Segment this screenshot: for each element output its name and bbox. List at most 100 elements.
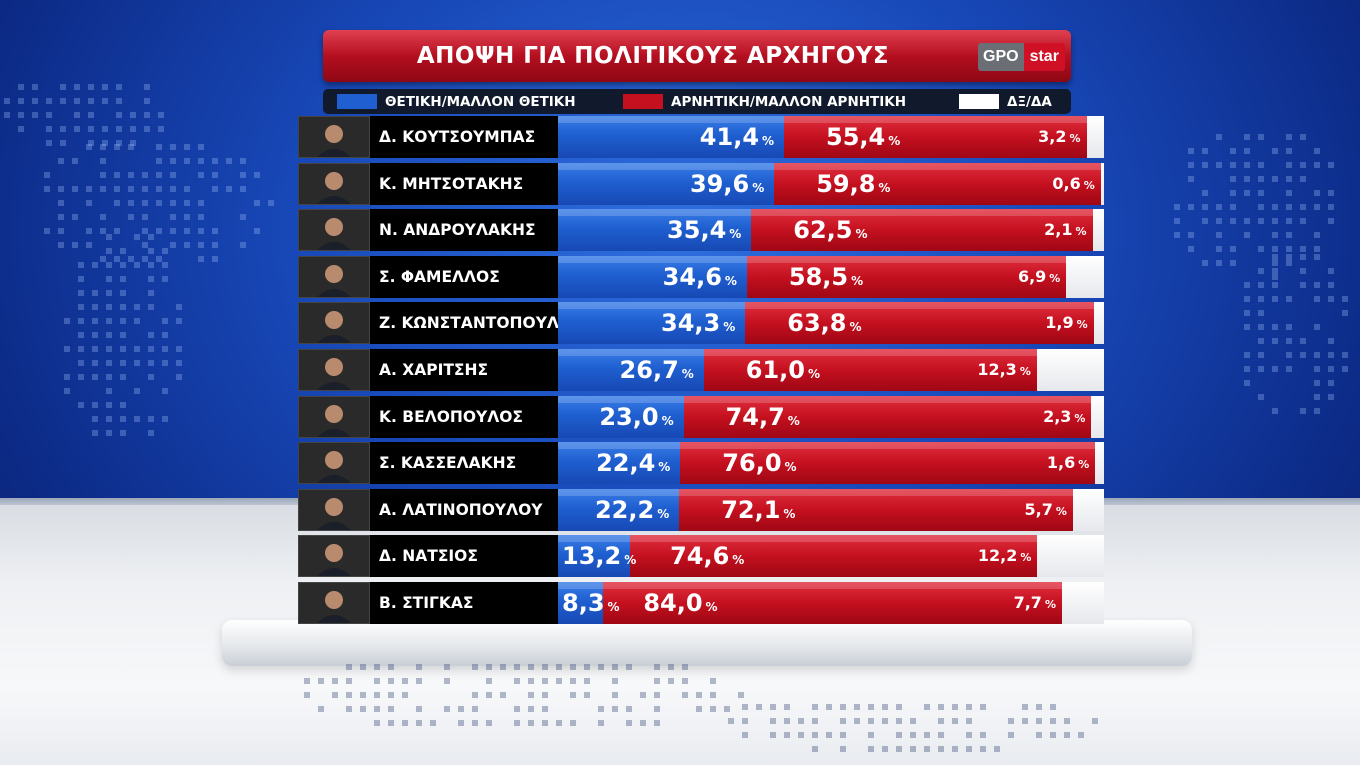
map-dot: [654, 678, 660, 684]
gpo-star-logo: GPO star: [978, 43, 1070, 71]
map-dot: [1286, 366, 1292, 372]
stacked-bar: 41,4% 55,4% 3,2%: [558, 116, 1104, 158]
map-dot: [840, 746, 846, 752]
map-dot: [1300, 204, 1306, 210]
bar-negative: [683, 395, 1092, 438]
map-dot: [114, 144, 120, 150]
label-dk-percent: %: [1074, 411, 1086, 425]
map-dot: [416, 664, 422, 670]
map-dot: [1272, 366, 1278, 372]
candidate-photo: [298, 488, 370, 531]
map-dot: [1202, 218, 1208, 224]
map-dot: [92, 402, 98, 408]
bar-dk: [1091, 395, 1104, 438]
map-dot: [78, 276, 84, 282]
map-dot: [1258, 352, 1264, 358]
map-dot: [128, 256, 134, 262]
map-dot: [120, 332, 126, 338]
label-positive: 13,2%: [562, 535, 636, 577]
label-positive-percent: %: [607, 600, 620, 614]
bar-bevel: [774, 162, 1101, 170]
map-dot: [500, 692, 506, 698]
map-dot: [346, 678, 352, 684]
map-dot: [682, 678, 688, 684]
map-dot: [148, 374, 154, 380]
label-negative: 74,7%: [726, 396, 800, 438]
map-dot: [1050, 732, 1056, 738]
candidate-photo: [298, 349, 370, 391]
map-dot: [198, 214, 204, 220]
map-dot: [1286, 296, 1292, 302]
label-dk-percent: %: [1044, 598, 1056, 611]
map-dot: [144, 98, 150, 104]
map-dot: [1216, 218, 1222, 224]
label-positive-percent: %: [723, 320, 736, 335]
map-dot: [1300, 218, 1306, 224]
map-dot: [812, 732, 818, 738]
candidate-photo: [298, 255, 370, 298]
map-dot: [106, 332, 112, 338]
person-icon: [299, 117, 369, 157]
map-dot: [388, 720, 394, 726]
map-dot: [668, 678, 674, 684]
person-icon: [299, 489, 369, 530]
map-dot: [1328, 204, 1334, 210]
label-dk-value: 6,9: [1017, 266, 1047, 286]
map-dot: [868, 718, 874, 724]
bar-bevel: [558, 209, 752, 217]
map-dot: [1216, 134, 1222, 140]
label-positive-percent: %: [729, 227, 742, 242]
chart-row: Δ. ΚΟΥΤΣΟΥΜΠΑΣ 41,4% 55,4% 3,2%: [298, 116, 1104, 158]
bar-bevel: [558, 255, 747, 263]
bar-positive: [558, 395, 684, 438]
bar-bevel: [558, 349, 704, 356]
map-dot: [1314, 352, 1320, 358]
map-dot: [162, 262, 168, 268]
label-dk-percent: %: [1020, 551, 1032, 565]
map-dot: [1022, 704, 1028, 710]
map-dot: [18, 112, 24, 118]
map-dot: [1050, 704, 1056, 710]
map-dot: [1064, 718, 1070, 724]
map-dot: [162, 276, 168, 282]
legend-item-negative: ΑΡΝΗΤΙΚΗ/ΜΑΛΛΟΝ ΑΡΝΗΤΙΚΗ: [623, 94, 906, 110]
candidate-name: Σ. ΚΑΣΣΕΛΑΚΗΣ: [370, 442, 558, 485]
candidate-name: Α. ΛΑΤΙΝΟΠΟΥΛΟΥ: [370, 488, 558, 531]
map-dot: [1188, 204, 1194, 210]
map-dot: [46, 126, 52, 132]
map-dot: [1230, 148, 1236, 154]
map-dot: [100, 214, 106, 220]
label-dk: 3,2%: [1038, 116, 1080, 158]
map-dot: [980, 732, 986, 738]
map-dot: [1244, 134, 1250, 140]
map-dot: [584, 678, 590, 684]
map-dot: [416, 720, 422, 726]
map-dot: [100, 158, 106, 164]
map-dot: [176, 304, 182, 310]
map-dot: [148, 360, 154, 366]
label-negative-percent: %: [705, 600, 718, 614]
map-dot: [654, 720, 660, 726]
bar-positive: [558, 349, 704, 391]
map-dot: [626, 664, 632, 670]
map-dot: [212, 158, 218, 164]
map-dot: [1258, 176, 1264, 182]
map-dot: [374, 664, 380, 670]
map-dot: [1244, 162, 1250, 168]
map-dot: [1050, 718, 1056, 724]
map-dot: [1314, 246, 1320, 252]
map-dot: [44, 228, 50, 234]
map-dot: [742, 704, 748, 710]
map-dot: [784, 704, 790, 710]
map-dot: [1008, 732, 1014, 738]
map-dot: [882, 746, 888, 752]
map-dot: [1272, 218, 1278, 224]
map-dot: [134, 360, 140, 366]
map-dot: [106, 430, 112, 436]
map-dot: [1216, 162, 1222, 168]
label-negative: 58,5%: [789, 256, 863, 298]
map-dot: [114, 256, 120, 262]
label-dk: 12,2%: [978, 535, 1032, 577]
map-dot: [1258, 282, 1264, 288]
map-dot: [60, 126, 66, 132]
